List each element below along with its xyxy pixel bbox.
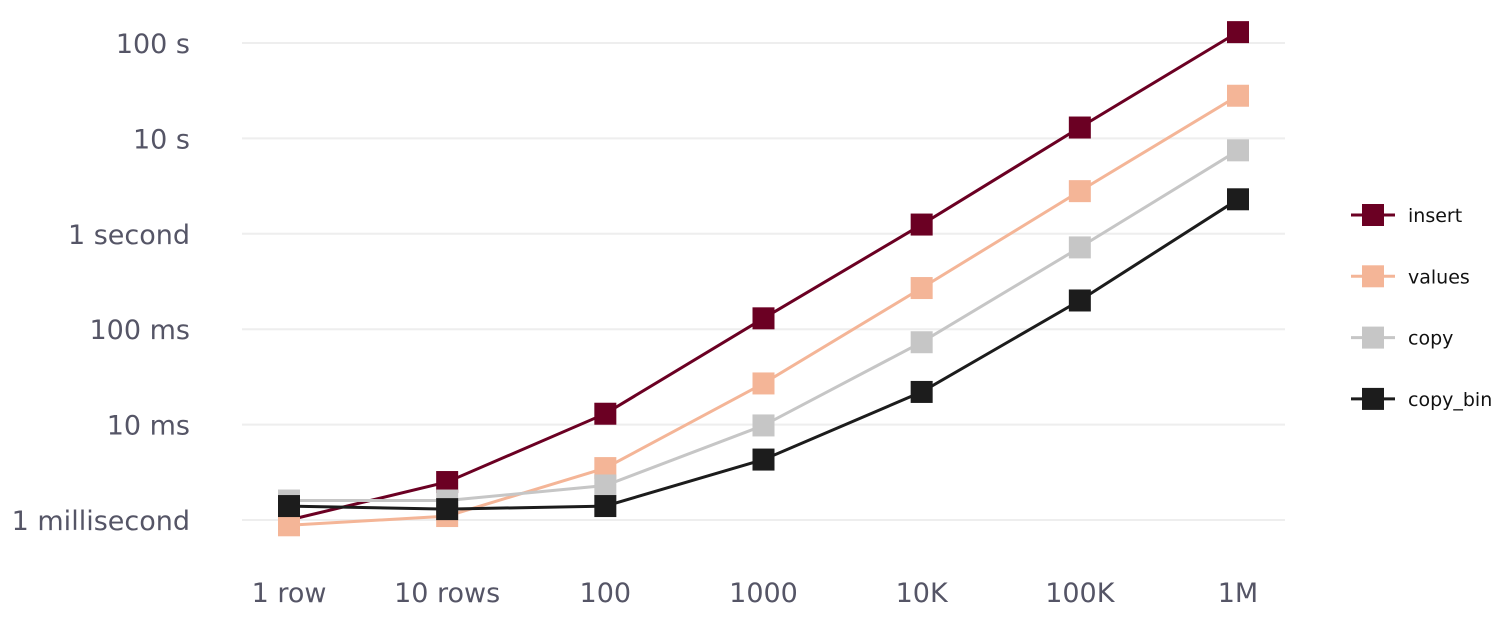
legend-marker xyxy=(1362,265,1384,288)
data-point xyxy=(1068,180,1091,203)
x-tick-label: 100 xyxy=(580,578,632,609)
y-tick-label: 1 millisecond xyxy=(12,506,190,537)
legend-marker xyxy=(1362,387,1384,410)
gridlines xyxy=(242,42,1285,521)
data-point xyxy=(752,372,775,395)
data-point xyxy=(1227,84,1249,107)
x-tick-label: 1 row xyxy=(252,578,327,609)
legend-marker xyxy=(1362,326,1384,349)
y-tick-label: 100 ms xyxy=(90,315,191,346)
y-tick-label: 100 s xyxy=(116,29,190,60)
data-point xyxy=(436,498,459,521)
data-point xyxy=(910,380,933,403)
data-point xyxy=(1068,236,1091,259)
legend-item: copy_bin xyxy=(1351,387,1492,411)
data-point xyxy=(594,402,617,425)
data-point xyxy=(278,514,300,537)
data-point xyxy=(1227,188,1249,211)
legend-label: copy_bin xyxy=(1408,389,1492,411)
data-point xyxy=(752,414,775,437)
y-tick-label: 10 ms xyxy=(107,411,190,442)
x-tick-label: 10 rows xyxy=(394,578,500,609)
y-axis: 1 millisecond 10 ms 100 ms 1 second 10 s 100 … xyxy=(12,29,190,537)
series-copy_bin xyxy=(278,188,1249,521)
legend-label: values xyxy=(1408,266,1470,288)
data-point xyxy=(594,495,617,518)
data-point xyxy=(1227,139,1249,162)
series-lines xyxy=(278,21,1249,537)
legend-label: insert xyxy=(1408,205,1462,227)
legend-item: insert xyxy=(1351,204,1462,227)
y-tick-label: 1 second xyxy=(68,220,190,251)
data-point xyxy=(1227,21,1249,44)
data-point xyxy=(1068,116,1091,139)
data-point xyxy=(910,331,933,354)
series-insert xyxy=(278,21,1249,531)
data-point xyxy=(594,457,617,480)
legend-label: copy xyxy=(1408,328,1453,350)
series-line xyxy=(288,30,1239,522)
data-point xyxy=(1068,289,1091,312)
data-point xyxy=(594,474,617,497)
legend-marker xyxy=(1362,204,1384,226)
x-tick-label: 100K xyxy=(1045,578,1116,609)
data-point xyxy=(910,277,933,300)
data-point xyxy=(436,471,459,494)
data-point xyxy=(752,307,775,330)
data-point xyxy=(910,213,933,236)
data-point xyxy=(278,495,300,518)
x-tick-label: 1M xyxy=(1218,578,1258,609)
legend-item: copy xyxy=(1351,326,1453,350)
x-axis: 1 row 10 rows 100 1000 10K 100K 1M xyxy=(252,578,1259,609)
y-tick-label: 10 s xyxy=(133,124,190,155)
legend: insert values copy copy_bin xyxy=(1351,204,1492,411)
x-tick-label: 10K xyxy=(896,578,949,609)
x-tick-label: 1000 xyxy=(729,578,798,609)
data-point xyxy=(752,448,775,471)
legend-item: values xyxy=(1351,265,1470,288)
